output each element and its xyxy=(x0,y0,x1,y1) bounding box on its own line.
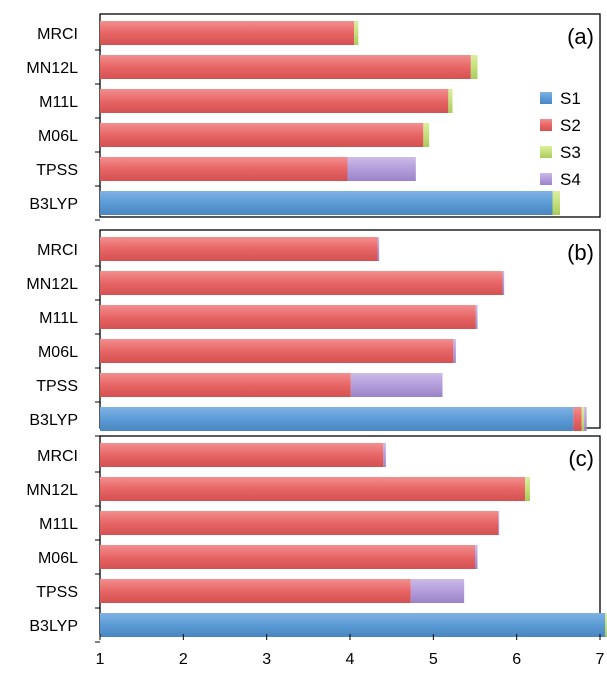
category-label: B3LYP xyxy=(29,412,78,429)
bar-segment-s2 xyxy=(100,55,471,79)
legend-label-s1: S1 xyxy=(560,89,581,108)
x-tick-label: 5 xyxy=(429,651,438,668)
bar-segment-s2 xyxy=(100,271,503,295)
panel-0: (a) MRCI MN12L M11L M06L TPSS B3LYP xyxy=(26,13,601,221)
x-tick-label: 6 xyxy=(512,651,521,668)
bar-segment-s4 xyxy=(453,339,456,363)
bar-segment-s3 xyxy=(448,89,453,113)
x-axis: 1 2 3 4 5 6 7 xyxy=(96,634,605,668)
category-label: M11L xyxy=(39,310,78,327)
bar-segment-s1 xyxy=(100,613,605,637)
bar-segment-s3 xyxy=(354,21,359,45)
category-label: B3LYP xyxy=(29,618,78,635)
legend-swatch-s2 xyxy=(540,119,552,131)
bar-segment-s2 xyxy=(100,339,454,363)
category-label: B3LYP xyxy=(29,196,78,213)
panel-label: (b) xyxy=(567,240,594,265)
category-label: M11L xyxy=(39,94,78,111)
bar-segment-s4 xyxy=(498,511,500,535)
bar-segment-s3 xyxy=(470,55,478,79)
legend-label-s4: S4 xyxy=(560,170,581,189)
category-label: MN12L xyxy=(26,482,78,499)
bar-segment-s4 xyxy=(350,373,443,397)
bar-segment-s2 xyxy=(100,237,378,261)
bar-segment-s4 xyxy=(475,545,478,569)
bar-segment-s1 xyxy=(100,407,574,431)
x-tick-label: 1 xyxy=(96,651,105,668)
bar-segment-s4 xyxy=(475,305,478,329)
category-label: M06L xyxy=(38,128,78,145)
panel-frame xyxy=(99,13,601,218)
bar-segment-s4 xyxy=(502,271,505,295)
bar-segment-s4 xyxy=(377,237,380,261)
category-label: MRCI xyxy=(37,242,78,259)
legend-label-s2: S2 xyxy=(560,116,581,135)
panel-label: (c) xyxy=(568,446,594,471)
bar-segment-s3 xyxy=(423,123,430,147)
bar-segment-s4 xyxy=(410,579,465,603)
bar-segment-s3 xyxy=(581,407,585,431)
category-label: MRCI xyxy=(37,26,78,43)
bar-segment-s4 xyxy=(584,407,587,431)
panel-2: (c) MRCI MN12L M11L M06L TPSS B3LYP xyxy=(26,435,607,643)
bar-segment-s3 xyxy=(525,477,530,501)
bar-segment-s2 xyxy=(100,305,476,329)
legend: S1 S2 S3 S4 xyxy=(540,89,581,189)
bar-segment-s1 xyxy=(100,191,553,215)
bar-segment-s3 xyxy=(552,191,560,215)
bar-segment-s4 xyxy=(383,443,386,467)
bar-segment-s4 xyxy=(347,157,416,181)
bar-segment-s2 xyxy=(100,89,449,113)
category-label: TPSS xyxy=(36,162,78,179)
x-tick-label: 7 xyxy=(596,651,605,668)
bar-segment-s2 xyxy=(100,21,355,45)
bar-segment-s2 xyxy=(100,373,351,397)
bar-segment-s2 xyxy=(100,511,499,535)
legend-swatch-s4 xyxy=(540,173,552,185)
bar-segment-s2 xyxy=(100,545,475,569)
category-label: TPSS xyxy=(36,584,78,601)
category-label: MN12L xyxy=(26,276,78,293)
category-label: MN12L xyxy=(26,60,78,77)
panel-1: (b) MRCI MN12L M11L M06L TPSS B3LYP xyxy=(26,229,601,437)
category-label: TPSS xyxy=(36,378,78,395)
bar-segment-s2 xyxy=(100,477,525,501)
legend-label-s3: S3 xyxy=(560,143,581,162)
legend-swatch-s1 xyxy=(540,92,552,104)
bar-segment-s2 xyxy=(100,579,411,603)
bar-segment-s3 xyxy=(605,613,607,637)
bar-segment-s2 xyxy=(100,443,384,467)
panels-layer: (a) MRCI MN12L M11L M06L TPSS B3LYP (b) MRCI MN12… xyxy=(26,13,607,643)
x-tick-label: 3 xyxy=(262,651,271,668)
bar-segment-s2 xyxy=(573,407,582,431)
bar-segment-s2 xyxy=(100,157,348,181)
panel-label: (a) xyxy=(567,24,594,49)
bar-segment-s2 xyxy=(100,123,424,147)
x-tick-label: 4 xyxy=(346,651,355,668)
category-label: MRCI xyxy=(37,448,78,465)
category-label: M06L xyxy=(38,550,78,567)
x-tick-label: 2 xyxy=(179,651,188,668)
category-label: M11L xyxy=(39,516,78,533)
category-label: M06L xyxy=(38,344,78,361)
legend-swatch-s3 xyxy=(540,146,552,158)
